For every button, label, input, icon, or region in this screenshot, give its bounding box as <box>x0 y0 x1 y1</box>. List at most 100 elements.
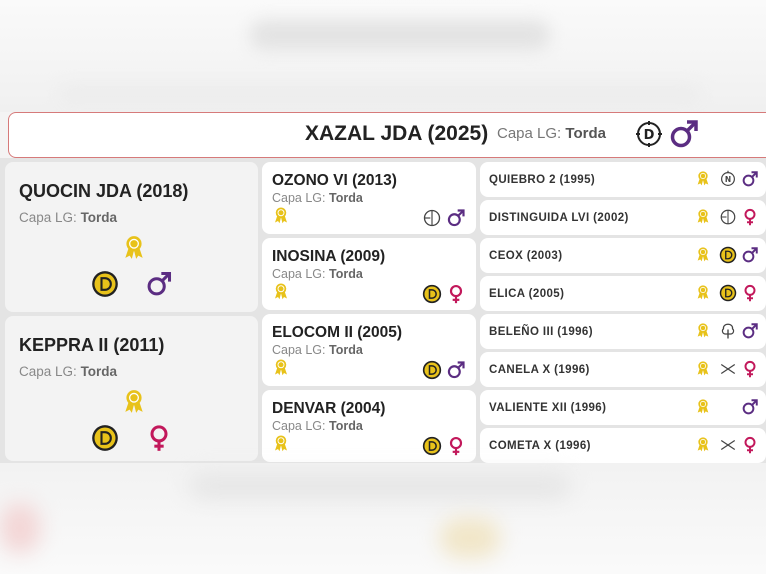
great-grandparent-card[interactable]: QUIEBRO 2 (1995) N <box>480 162 766 197</box>
blurred-shape <box>190 473 570 499</box>
horse-name: INOSINA (2009) <box>272 248 386 265</box>
male-icon <box>145 270 173 298</box>
d-coin-icon <box>719 284 737 302</box>
male-icon <box>741 170 759 188</box>
great-grandparent-card[interactable]: ELICA (2005) <box>480 276 766 311</box>
male-icon <box>446 208 466 228</box>
male-icon <box>741 322 759 340</box>
svg-text:D: D <box>644 128 655 143</box>
d-coin-icon <box>91 270 119 298</box>
award-ribbon-icon <box>272 358 290 376</box>
award-ribbon-icon <box>121 388 147 414</box>
female-icon <box>741 208 759 226</box>
female-icon <box>741 360 759 378</box>
award-ribbon-icon <box>695 322 711 338</box>
great-grandparent-card[interactable]: DISTINGUIDA LVI (2002) <box>480 200 766 235</box>
n-badge-icon: N <box>719 170 737 188</box>
coat-label: Capa LG: <box>272 191 326 205</box>
horse-name: OZONO VI (2013) <box>272 172 397 189</box>
horse-name: DISTINGUIDA LVI (2002) <box>489 212 629 224</box>
horse-name: CANELA X (1996) <box>489 364 590 376</box>
horse-name: BELEÑO III (1996) <box>489 326 593 338</box>
pedigree-grid: QUOCIN JDA (2018) Capa LG: Torda KEPPRA II… <box>0 158 766 463</box>
male-icon <box>446 360 466 380</box>
award-ribbon-icon <box>272 434 290 452</box>
coat-color: Capa LG: Torda <box>272 267 363 281</box>
award-ribbon-icon <box>695 208 711 224</box>
award-ribbon-icon <box>695 436 711 452</box>
svg-text:N: N <box>725 175 731 184</box>
award-ribbon-icon <box>121 234 147 260</box>
award-ribbon-icon <box>272 206 290 224</box>
coat-color: Capa LG: Torda <box>497 125 606 142</box>
crosshair-icon <box>719 208 737 226</box>
award-ribbon-icon <box>695 170 711 186</box>
d-coin-icon: D <box>636 121 662 147</box>
female-icon <box>145 424 173 452</box>
coat-color: Capa LG: Torda <box>272 343 363 357</box>
pedigree-header[interactable]: XAZAL JDA (2025) Capa LG: Torda D <box>8 112 766 158</box>
great-grandparent-card[interactable]: COMETA X (1996) <box>480 428 766 463</box>
award-ribbon-icon <box>695 398 711 414</box>
award-ribbon-icon <box>272 282 290 300</box>
horse-name: VALIENTE XII (1996) <box>489 402 607 414</box>
coat-color: Capa LG: Torda <box>272 419 363 433</box>
grandparent-card[interactable]: OZONO VI (2013) Capa LG: Torda <box>262 162 476 234</box>
horse-name: XAZAL JDA (2025) <box>305 122 489 145</box>
d-coin-icon <box>422 436 442 456</box>
d-coin-icon <box>91 424 119 452</box>
grandparent-card[interactable]: DENVAR (2004) Capa LG: Torda <box>262 390 476 462</box>
great-grandparent-card[interactable]: VALIENTE XII (1996) <box>480 390 766 425</box>
cross-arrows-icon <box>719 436 737 454</box>
coat-label: Capa LG: <box>272 267 326 281</box>
female-icon <box>446 436 466 456</box>
great-grandparent-card[interactable]: CANELA X (1996) <box>480 352 766 387</box>
coat-color: Capa LG: Torda <box>19 364 117 379</box>
female-icon <box>741 284 759 302</box>
female-icon <box>741 436 759 454</box>
female-icon <box>446 284 466 304</box>
male-icon <box>669 119 699 149</box>
male-icon <box>741 246 759 264</box>
horse-name: KEPPRA II (2011) <box>19 335 165 355</box>
blurred-shape <box>250 20 550 50</box>
coat-value: Torda <box>329 267 363 281</box>
parent-card[interactable]: KEPPRA II (2011) Capa LG: Torda <box>5 316 258 461</box>
award-ribbon-icon <box>695 360 711 376</box>
great-grandparent-card[interactable]: BELEÑO III (1996) <box>480 314 766 349</box>
parent-card[interactable]: QUOCIN JDA (2018) Capa LG: Torda <box>5 162 258 312</box>
blurred-shape <box>440 518 500 558</box>
crosshair-icon <box>422 208 442 228</box>
blurred-shape <box>60 85 700 103</box>
coat-color: Capa LG: Torda <box>272 191 363 205</box>
grandparent-card[interactable]: ELOCOM II (2005) Capa LG: Torda <box>262 314 476 386</box>
d-coin-icon <box>422 284 442 304</box>
coat-label: Capa LG: <box>272 419 326 433</box>
grandparent-card[interactable]: INOSINA (2009) Capa LG: Torda <box>262 238 476 310</box>
coat-value: Torda <box>329 191 363 205</box>
coat-value: Torda <box>329 419 363 433</box>
horse-name: COMETA X (1996) <box>489 440 591 452</box>
d-coin-icon <box>422 360 442 380</box>
d-coin-icon <box>719 246 737 264</box>
coat-label: Capa LG: <box>272 343 326 357</box>
coat-color: Capa LG: Torda <box>19 210 117 225</box>
blurred-background-bottom <box>0 463 766 574</box>
male-icon <box>741 398 759 416</box>
horse-name: CEOX (2003) <box>489 250 563 262</box>
horse-name: QUIEBRO 2 (1995) <box>489 174 596 186</box>
blurred-shape <box>0 503 40 553</box>
great-grandparent-card[interactable]: CEOX (2003) <box>480 238 766 273</box>
coat-label: Capa LG: <box>19 210 77 225</box>
coat-label: Capa LG: <box>19 364 77 379</box>
horse-name: ELICA (2005) <box>489 288 565 300</box>
horse-name: ELOCOM II (2005) <box>272 324 403 341</box>
horse-name: DENVAR (2004) <box>272 400 386 417</box>
cross-arrows-icon <box>719 360 737 378</box>
award-ribbon-icon <box>695 246 711 262</box>
coat-value: Torda <box>80 210 118 225</box>
coat-value: Torda <box>329 343 363 357</box>
award-ribbon-icon <box>695 284 711 300</box>
horse-name: QUOCIN JDA (2018) <box>19 181 189 201</box>
tree-icon <box>719 322 737 340</box>
